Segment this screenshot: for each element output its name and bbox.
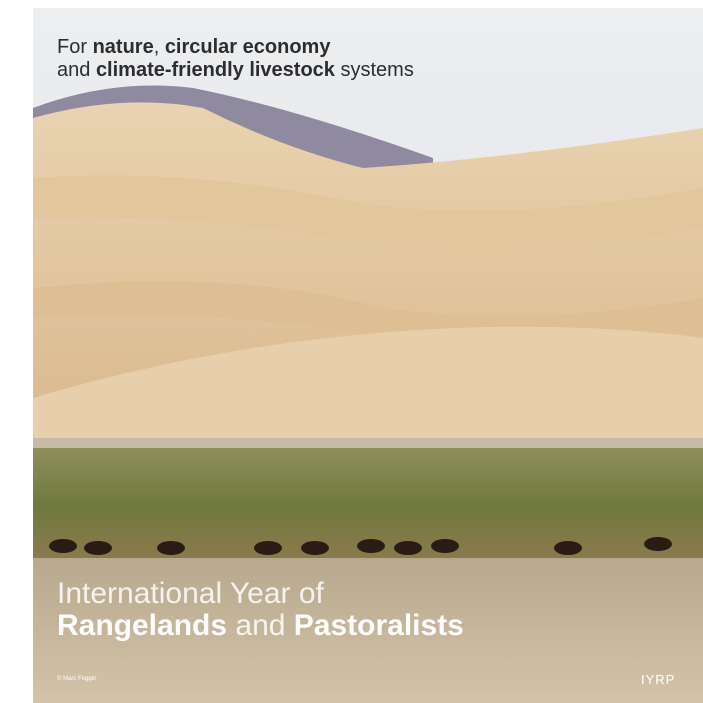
title-bold: Rangelands [57, 609, 227, 642]
logo: IYRP [641, 672, 675, 687]
tagline-bold: nature [93, 36, 154, 58]
title-bold: Pastoralists [294, 609, 464, 642]
tagline-bold: climate-friendly livestock [96, 59, 335, 81]
tagline-text: For [57, 36, 93, 58]
tagline-text: and [57, 59, 96, 81]
poster: For nature, circular economy and climate… [33, 8, 703, 703]
page: For nature, circular economy and climate… [0, 0, 703, 703]
tagline-bold: circular economy [165, 36, 331, 58]
tagline-line: and climate-friendly livestock systems [57, 59, 414, 81]
title-text: and [227, 609, 294, 642]
title-line: International Year of [57, 578, 324, 610]
tagline-text: systems [335, 59, 414, 81]
tagline-text: , [154, 36, 165, 58]
photo-credit: © Marc Foggin [57, 676, 96, 682]
title-line: Rangelands and Pastoralists [57, 610, 464, 642]
tagline-line: For nature, circular economy [57, 36, 330, 58]
